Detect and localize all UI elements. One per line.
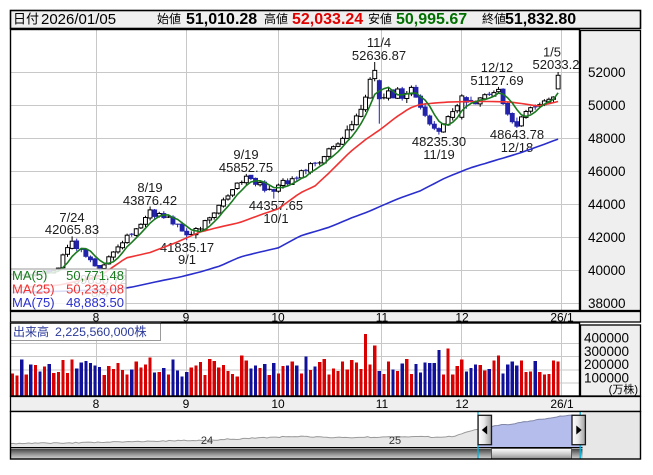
svg-text:48,883.50: 48,883.50 [66, 295, 124, 310]
svg-text:11: 11 [376, 311, 389, 325]
svg-text:始値: 始値 [157, 11, 181, 26]
svg-text:9: 9 [183, 311, 190, 325]
svg-text:300000: 300000 [584, 344, 629, 359]
svg-text:48643.78: 48643.78 [490, 127, 544, 142]
svg-text:安値: 安値 [368, 11, 392, 26]
svg-text:MA(5): MA(5) [12, 268, 47, 283]
svg-text:2026/01/05: 2026/01/05 [41, 11, 116, 28]
svg-text:(万株): (万株) [609, 382, 638, 396]
svg-text:MA(75): MA(75) [12, 295, 55, 310]
svg-text:26/1: 26/1 [550, 397, 574, 411]
svg-text:42000: 42000 [588, 230, 626, 245]
svg-text:50,995.67: 50,995.67 [396, 11, 467, 28]
svg-text:1/5: 1/5 [543, 45, 561, 60]
svg-text:26/1: 26/1 [550, 311, 574, 325]
svg-text:10: 10 [271, 397, 285, 411]
svg-text:日付: 日付 [13, 12, 39, 27]
svg-text:51,010.28: 51,010.28 [186, 11, 257, 28]
svg-text:50000: 50000 [588, 98, 626, 113]
svg-text:50,233.08: 50,233.08 [66, 282, 124, 297]
svg-text:MA(25): MA(25) [12, 282, 55, 297]
svg-text:11/19: 11/19 [423, 147, 455, 162]
svg-text:2,225,560,000株: 2,225,560,000株 [55, 324, 147, 339]
svg-text:38000: 38000 [588, 296, 626, 311]
svg-text:12: 12 [455, 397, 469, 411]
svg-text:高値: 高値 [264, 11, 288, 26]
svg-text:51,832.80: 51,832.80 [505, 11, 576, 28]
svg-text:44000: 44000 [588, 197, 626, 212]
svg-text:10/1: 10/1 [263, 211, 288, 226]
svg-text:48000: 48000 [588, 131, 626, 146]
svg-text:11/4: 11/4 [367, 35, 391, 50]
svg-text:7/24: 7/24 [59, 210, 84, 225]
svg-text:45852.75: 45852.75 [219, 160, 273, 175]
svg-text:400000: 400000 [584, 331, 629, 346]
svg-text:出来高: 出来高 [13, 324, 49, 339]
svg-text:9/19: 9/19 [233, 147, 258, 162]
svg-text:12: 12 [455, 311, 469, 325]
svg-text:52033.2: 52033.2 [533, 57, 580, 72]
svg-text:9: 9 [183, 397, 190, 411]
svg-text:24: 24 [201, 435, 213, 447]
svg-text:50,771.48: 50,771.48 [66, 268, 124, 283]
svg-text:48235.30: 48235.30 [412, 134, 466, 149]
svg-text:11: 11 [376, 397, 389, 411]
svg-text:44357.65: 44357.65 [249, 198, 303, 213]
svg-text:40000: 40000 [588, 263, 626, 278]
svg-text:25: 25 [389, 435, 401, 447]
svg-text:8/19: 8/19 [137, 180, 162, 195]
svg-text:終値: 終値 [482, 11, 506, 26]
svg-text:10: 10 [271, 311, 285, 325]
svg-text:8: 8 [93, 397, 100, 411]
svg-text:12/18: 12/18 [501, 140, 534, 155]
svg-text:51127.69: 51127.69 [470, 73, 523, 88]
svg-text:9/1: 9/1 [178, 252, 196, 267]
svg-text:43876.42: 43876.42 [123, 193, 177, 208]
svg-text:52636.87: 52636.87 [352, 48, 406, 63]
svg-text:100000: 100000 [584, 370, 629, 385]
svg-text:52,033.24: 52,033.24 [292, 11, 363, 28]
svg-text:8: 8 [93, 311, 100, 325]
svg-text:52000: 52000 [588, 65, 626, 80]
svg-text:46000: 46000 [588, 164, 626, 179]
svg-text:42065.83: 42065.83 [45, 222, 99, 237]
svg-text:200000: 200000 [584, 357, 629, 372]
svg-text:12/12: 12/12 [481, 60, 514, 75]
